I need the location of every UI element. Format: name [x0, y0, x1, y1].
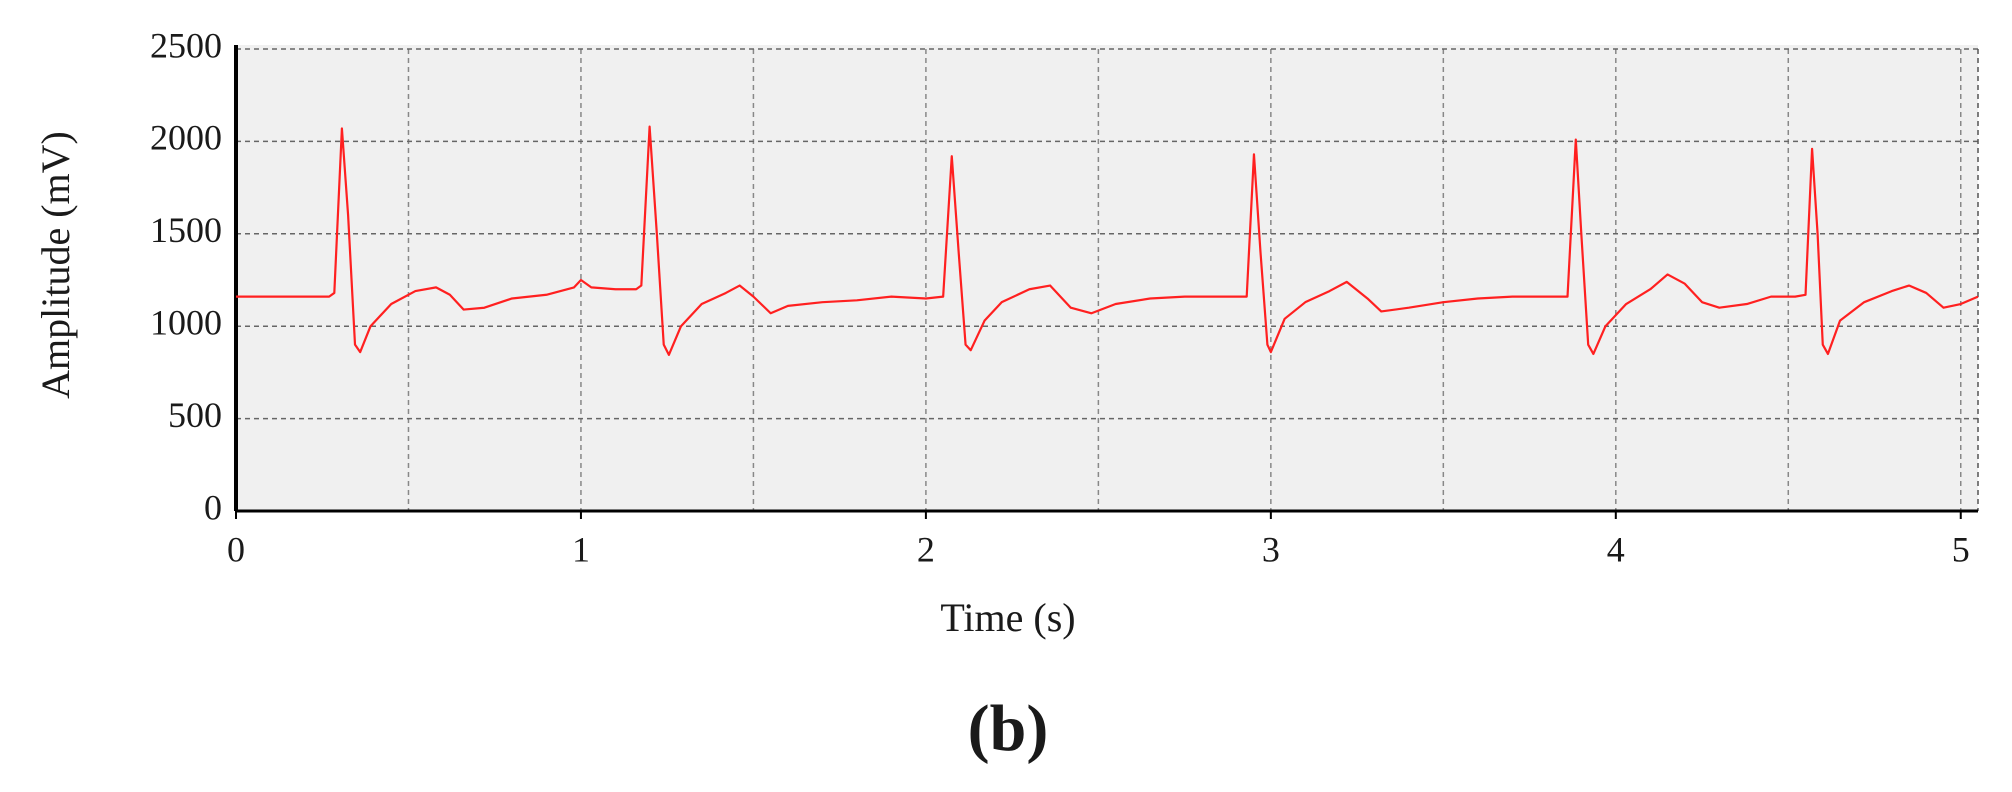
y-tick-label: 1500 — [150, 210, 222, 250]
x-tick-label: 4 — [1607, 529, 1625, 569]
x-tick-label: 1 — [572, 529, 590, 569]
ecg-line — [236, 125, 1979, 356]
y-axis-title: Amplitude (mV) — [33, 131, 78, 399]
x-tick-label: 0 — [227, 529, 245, 569]
y-tick-label: 2500 — [150, 25, 222, 65]
x-axis-title: Time (s) — [940, 595, 1075, 640]
y-tick-label: 1000 — [150, 302, 222, 342]
plot-background — [236, 45, 1978, 511]
x-tick-label: 5 — [1952, 529, 1970, 569]
y-tick-label: 500 — [168, 395, 222, 435]
caption: (b) — [968, 692, 1049, 765]
y-tick-label: 2000 — [150, 118, 222, 158]
x-tick-label: 2 — [917, 529, 935, 569]
y-tick-label: 0 — [204, 487, 222, 527]
x-tick-label: 3 — [1262, 529, 1280, 569]
